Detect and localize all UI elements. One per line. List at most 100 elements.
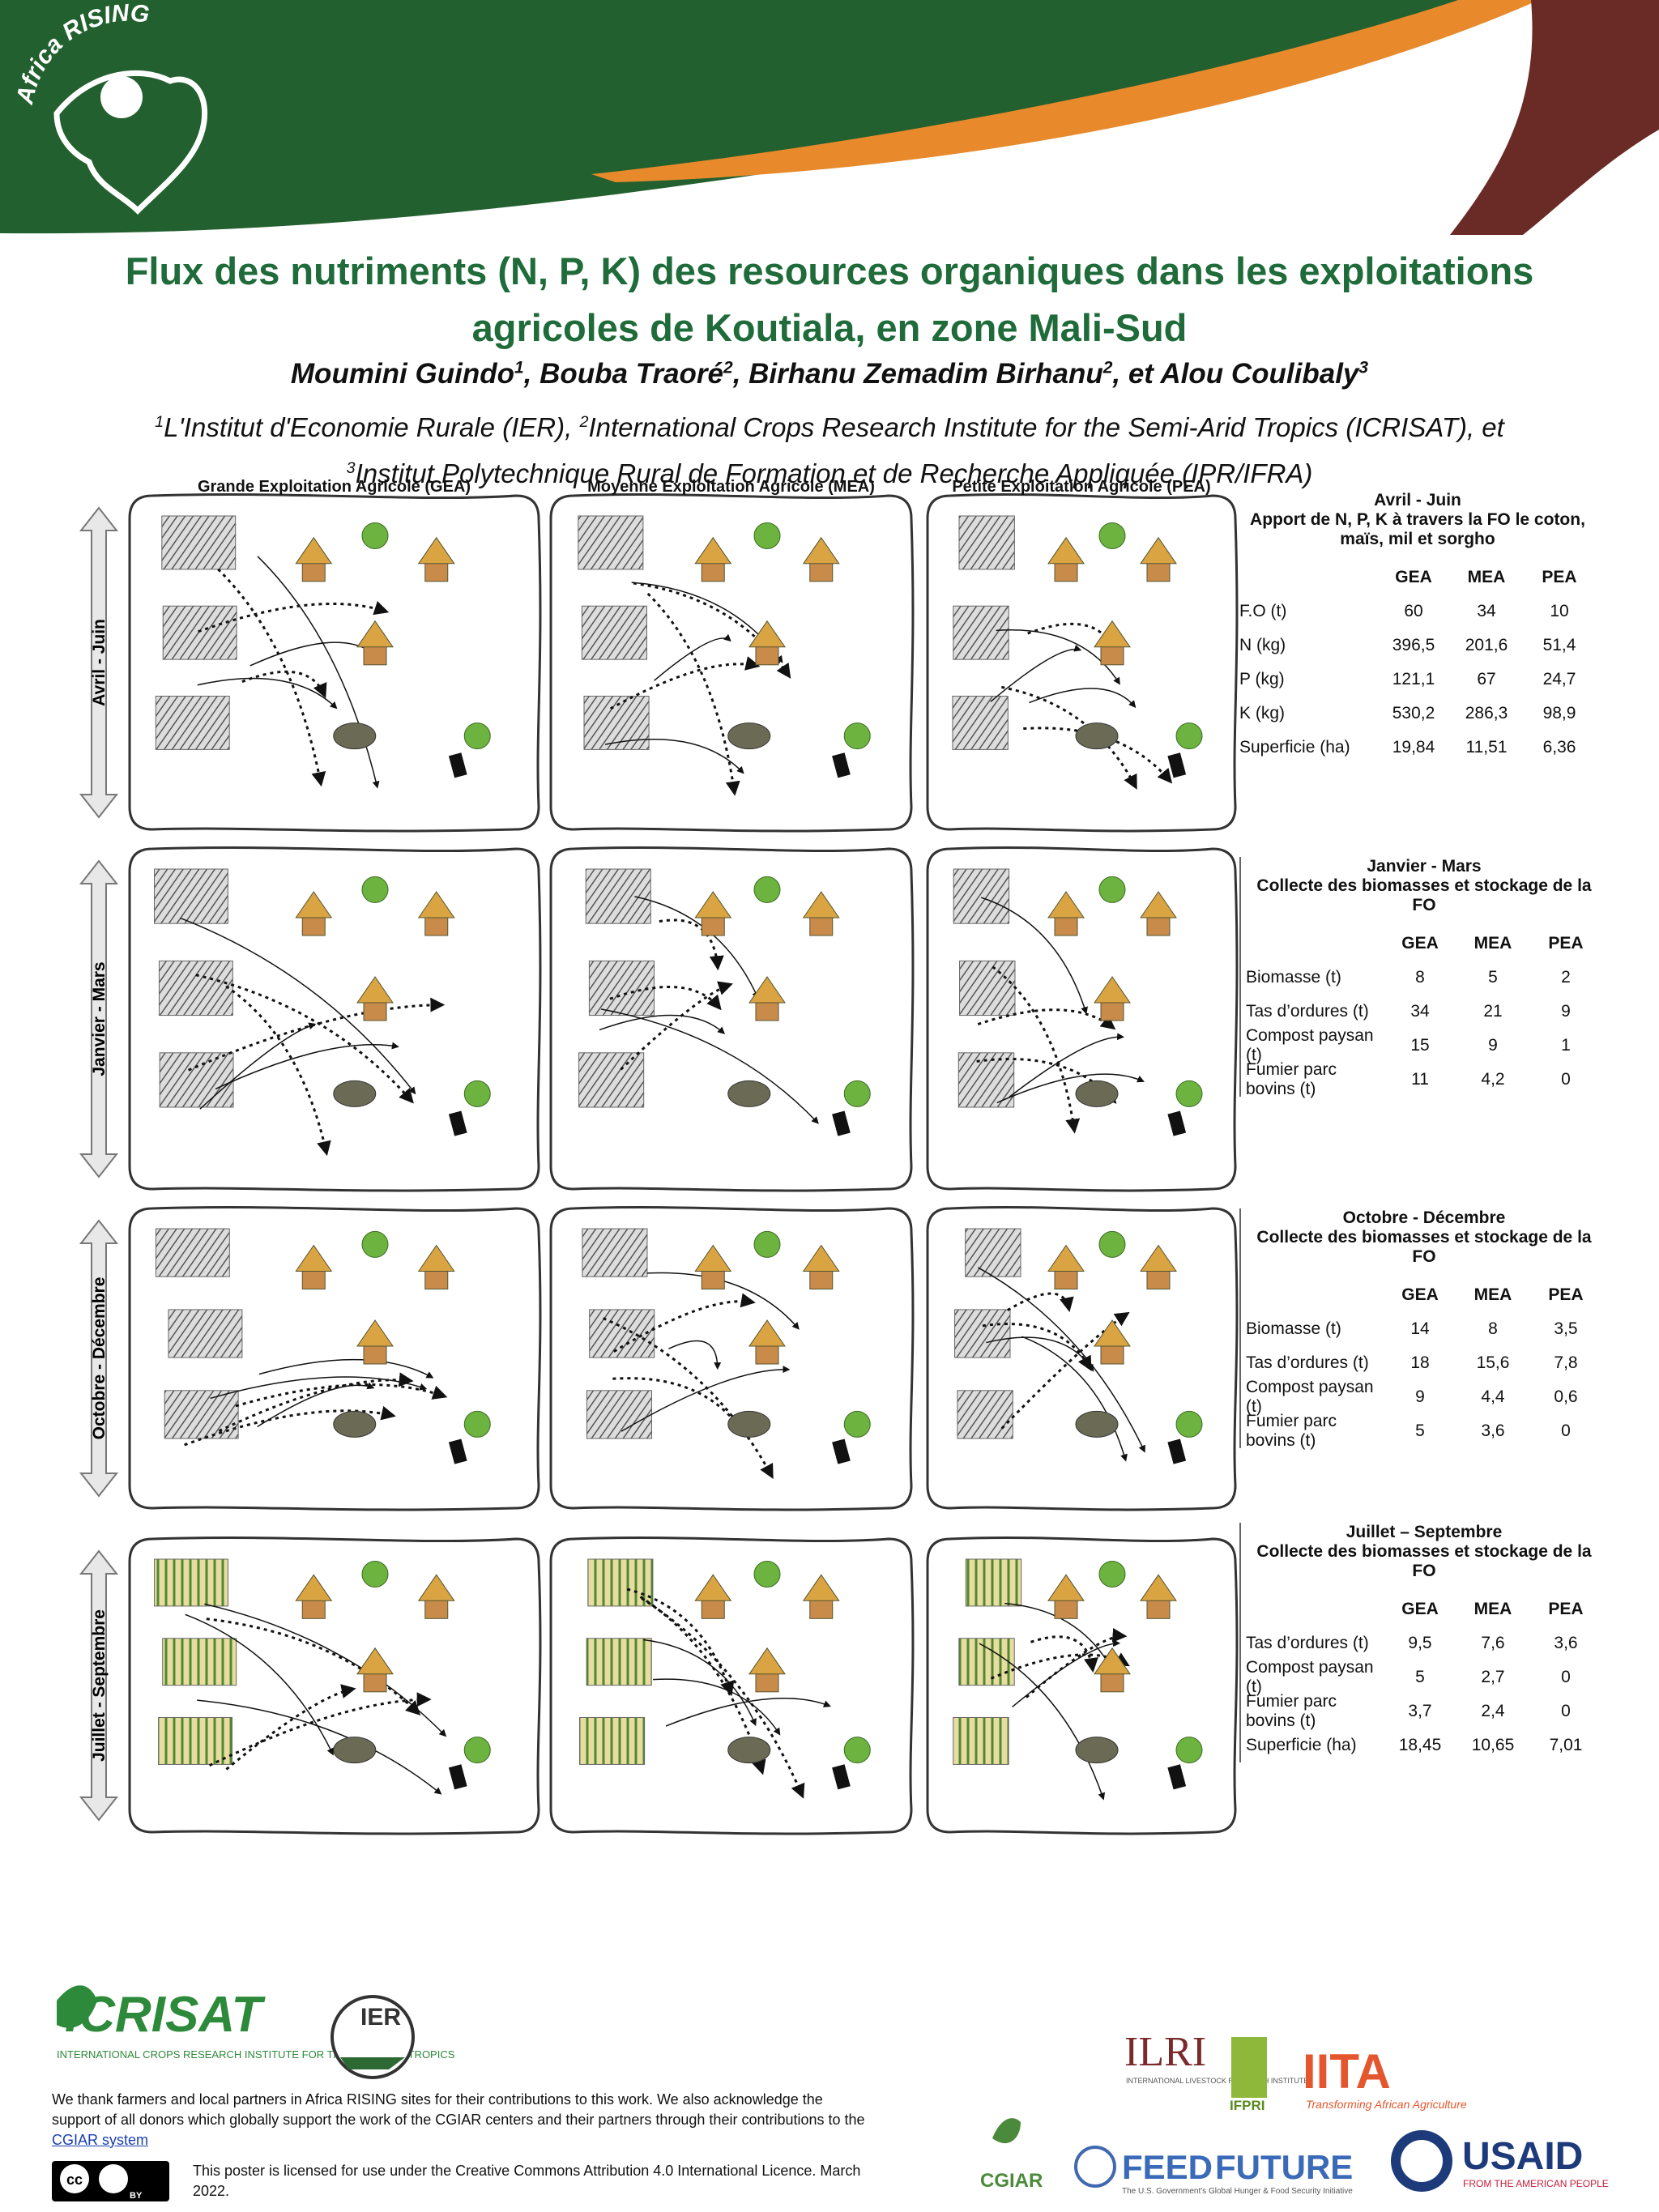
column-title: Petite Exploitation Agricole (PEA) (952, 478, 1211, 496)
column-header: GEA (1401, 1600, 1439, 1618)
table-row: P (kg) 121,1 67 24,7 (1239, 663, 1596, 697)
flow-arrow (604, 739, 744, 774)
cc-badge: cc BY (52, 2161, 169, 2201)
flow-arrow (990, 644, 1082, 702)
field (155, 695, 230, 750)
tree (361, 1560, 389, 1588)
row-label: Fumier parc bovins (t) (1246, 1412, 1337, 1450)
flow-arrow (1001, 685, 1137, 790)
tree (463, 1080, 491, 1107)
ifpri-wordmark: IFPRI (1230, 2098, 1265, 2113)
table-cell: 15,6 (1476, 1353, 1510, 1372)
manure-heap (1075, 1737, 1119, 1764)
tree (843, 1080, 871, 1107)
flow-arrow (180, 917, 416, 1095)
row-label: Tas d’ordures (t) (1246, 1634, 1369, 1652)
tree (361, 1230, 389, 1258)
table-cell: 21 (1483, 1002, 1503, 1021)
field (159, 1052, 234, 1108)
affiliations: 1L'Institut d'Economie Rurale (IER), 2In… (0, 402, 1659, 494)
cgiar-wordmark: CGIAR (980, 2170, 1043, 2192)
author-name: , Bouba Traoré (523, 358, 724, 390)
field (154, 1558, 228, 1607)
row-label: Tas d’ordures (t) (1246, 1353, 1369, 1372)
hut-wall (1054, 1269, 1078, 1289)
table-subtitle: Apport de N, P, K à travers la FO le cot… (1250, 510, 1585, 548)
cc-text: cc (66, 2172, 83, 2188)
flow-arrow (639, 1596, 766, 1775)
flow-arrow (613, 1293, 756, 1353)
flow-arrow (195, 974, 414, 1104)
table-cell: 286,3 (1465, 704, 1508, 722)
tree (1098, 1560, 1126, 1588)
row-label: Biomasse (t) (1246, 968, 1341, 987)
flow-arrow (1012, 1639, 1121, 1708)
hut-roof (748, 1319, 786, 1347)
flow-arrow (1000, 1311, 1130, 1430)
table-cell: 5 (1488, 968, 1498, 987)
table-cell: 9 (1561, 1002, 1571, 1021)
hut-roof (295, 536, 333, 565)
hut-wall (363, 1344, 387, 1365)
tree (1175, 722, 1203, 750)
flow-arrow (1006, 1292, 1074, 1312)
icrisat-wordmark: ICRISAT (65, 1987, 267, 2043)
column-header: GEA (1401, 1285, 1439, 1304)
column-title: Grande Exploitation Agricole (GEA) (197, 478, 471, 496)
table-cell: 51,4 (1542, 636, 1576, 654)
table-header: GEA MEA PEA (1239, 560, 1596, 595)
field (583, 695, 650, 750)
hut-roof (1047, 536, 1085, 565)
hut-wall (701, 915, 725, 936)
field (965, 1228, 1021, 1277)
table-cell: 2,4 (1481, 1702, 1505, 1720)
header-wave-orange (591, 0, 1539, 182)
affiliation-line: 1L'Institut d'Economie Rurale (IER), 2In… (0, 402, 1659, 448)
flow-arrow (659, 918, 724, 971)
ilri-name: INTERNATIONAL LIVESTOCK RESEARCH INSTITU… (1126, 2077, 1308, 2085)
hut-wall (363, 1000, 387, 1021)
logo-africa (53, 70, 208, 215)
ftf-tagline: The U.S. Government's Global Hunger & Fo… (1122, 2187, 1353, 2196)
compost-pit (832, 1110, 851, 1136)
tree (361, 876, 389, 903)
table-cell: 5 (1415, 1668, 1425, 1686)
flow-arrow (633, 582, 791, 679)
period-label: Janvier - Mars (90, 961, 109, 1076)
field (578, 1052, 645, 1108)
diagrams: Avril - Juin Janvier - Mars Octobre - Déce… (79, 492, 1239, 1835)
hut-wall (301, 1598, 326, 1619)
table-cell: 11 (1411, 1070, 1429, 1089)
row-label: F.O (t) (1239, 602, 1287, 620)
hut-wall (424, 915, 449, 936)
ack-link[interactable]: CGIAR system (52, 2132, 149, 2148)
hut-roof (1140, 1574, 1177, 1601)
authors: Moumini Guindo1, Bouba Traoré2, Birhanu … (0, 358, 1659, 390)
table-row: Fumier parc bovins (t) 5 3,6 0 (1246, 1412, 1602, 1450)
logo-tree (100, 76, 143, 118)
tree (463, 1410, 491, 1438)
compost-pit (448, 1764, 467, 1790)
manure-heap (1075, 722, 1119, 750)
flow-arrow (1009, 1033, 1125, 1097)
author-sup: 1 (514, 358, 524, 377)
compost-pit (832, 752, 851, 778)
table-title: Avril - Juin (1374, 491, 1461, 509)
affiliation-text: International Crops Research Institute f… (588, 412, 1504, 442)
row-label: K (kg) (1239, 704, 1286, 722)
compost-pit (832, 1764, 851, 1790)
table-cell: 9 (1488, 1036, 1498, 1055)
ftf-feed: FEED (1122, 2148, 1213, 2186)
hut-roof (1140, 891, 1177, 918)
row-label: Fumier parc bovins (t) (1246, 1692, 1337, 1730)
flow-arrow (217, 568, 326, 787)
column-header: GEA (1395, 568, 1432, 586)
table-title: Juillet – Septembre (1346, 1523, 1503, 1541)
table-cell: 67 (1477, 670, 1496, 688)
field (589, 1309, 655, 1358)
row-label: Tas d’ordures (t) (1246, 1002, 1369, 1021)
table-cell: 4,2 (1481, 1070, 1505, 1089)
table-cell: 530,2 (1392, 704, 1435, 722)
hut-roof (295, 1244, 333, 1272)
period-arrow (79, 859, 119, 1178)
